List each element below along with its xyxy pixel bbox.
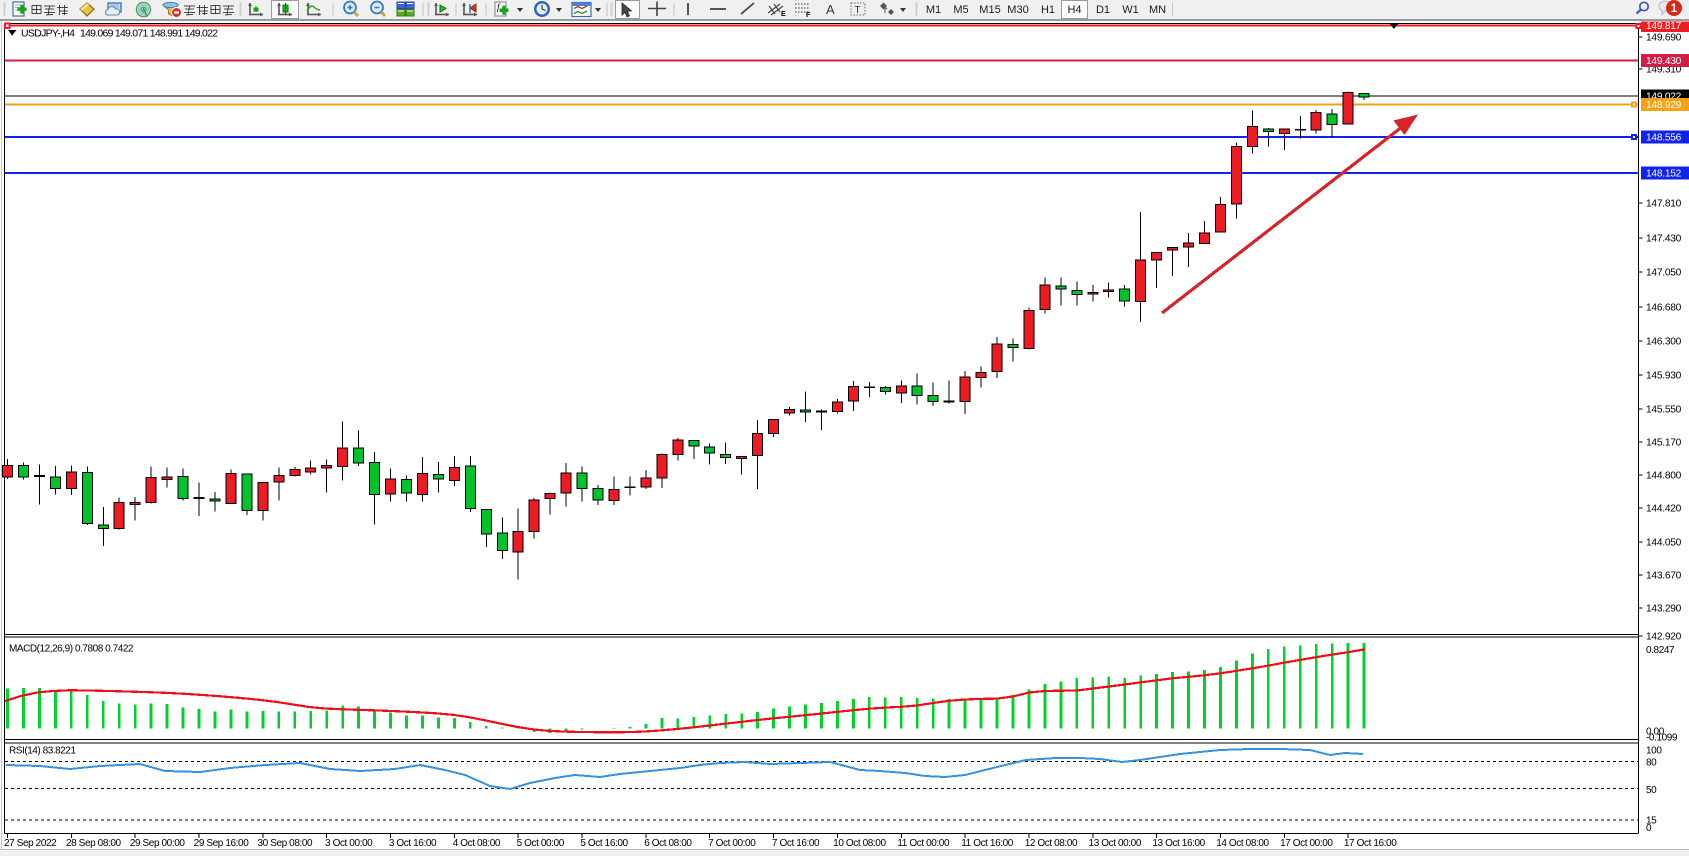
svg-text:145.550: 145.550 — [1646, 405, 1682, 416]
svg-text:148.929: 148.929 — [1646, 100, 1682, 111]
svg-text:D1: D1 — [1096, 4, 1110, 16]
svg-text:144.050: 144.050 — [1646, 538, 1682, 549]
svg-text:27 Sep 2022: 27 Sep 2022 — [4, 838, 57, 849]
svg-text:147.430: 147.430 — [1646, 234, 1682, 245]
svg-text:7 Oct 00:00: 7 Oct 00:00 — [708, 838, 756, 849]
svg-text:17 Oct 00:00: 17 Oct 00:00 — [1280, 838, 1333, 849]
svg-text:30 Sep 08:00: 30 Sep 08:00 — [258, 838, 314, 849]
svg-text:0.00: 0.00 — [1646, 727, 1665, 738]
svg-text:W1: W1 — [1122, 4, 1139, 16]
svg-text:M1: M1 — [926, 4, 941, 16]
svg-text:4 Oct 08:00: 4 Oct 08:00 — [453, 838, 501, 849]
svg-text:15: 15 — [1646, 816, 1657, 827]
svg-text:148.152: 148.152 — [1646, 169, 1682, 180]
svg-text:147.810: 147.810 — [1646, 199, 1682, 210]
svg-text:12 Oct 08:00: 12 Oct 08:00 — [1025, 838, 1078, 849]
svg-text:-0.1099: -0.1099 — [1646, 733, 1678, 744]
svg-text:T: T — [855, 5, 861, 16]
svg-text:5 Oct 00:00: 5 Oct 00:00 — [517, 838, 565, 849]
svg-text:H4: H4 — [1067, 4, 1081, 16]
svg-text:6 Oct 08:00: 6 Oct 08:00 — [644, 838, 692, 849]
svg-text:3 Oct 00:00: 3 Oct 00:00 — [325, 838, 373, 849]
svg-text:50: 50 — [1646, 785, 1657, 796]
svg-text:29 Sep 16:00: 29 Sep 16:00 — [194, 838, 250, 849]
svg-text:14 Oct 08:00: 14 Oct 08:00 — [1216, 838, 1269, 849]
svg-text:100: 100 — [1646, 746, 1662, 757]
svg-text:144.800: 144.800 — [1646, 471, 1682, 482]
svg-text:A: A — [826, 2, 835, 17]
svg-text:10 Oct 08:00: 10 Oct 08:00 — [833, 838, 886, 849]
svg-text:F: F — [806, 12, 811, 19]
svg-text:M30: M30 — [1007, 4, 1028, 16]
svg-text:149.022: 149.022 — [1646, 92, 1682, 103]
svg-text:0.8247: 0.8247 — [1646, 645, 1675, 656]
svg-text:146.300: 146.300 — [1646, 337, 1682, 348]
svg-text:142.920: 142.920 — [1646, 632, 1682, 643]
svg-text:MN: MN — [1149, 4, 1166, 16]
svg-text:11 Oct 00:00: 11 Oct 00:00 — [897, 838, 950, 849]
svg-text:145.930: 145.930 — [1646, 371, 1682, 382]
svg-text:MACD(12,26,9) 0.7808 0.7422: MACD(12,26,9) 0.7808 0.7422 — [9, 644, 134, 655]
svg-text:11 Oct 16:00: 11 Oct 16:00 — [961, 838, 1014, 849]
svg-text:17 Oct 16:00: 17 Oct 16:00 — [1344, 838, 1397, 849]
svg-text:144.420: 144.420 — [1646, 504, 1682, 515]
svg-text:146.680: 146.680 — [1646, 303, 1682, 314]
svg-text:149.310: 149.310 — [1646, 65, 1682, 76]
svg-text:13 Oct 16:00: 13 Oct 16:00 — [1152, 838, 1205, 849]
svg-text:13 Oct 00:00: 13 Oct 00:00 — [1089, 838, 1142, 849]
svg-text:0: 0 — [1646, 823, 1652, 834]
svg-text:148.556: 148.556 — [1646, 133, 1682, 144]
svg-text:29 Sep 00:00: 29 Sep 00:00 — [130, 838, 186, 849]
svg-text:H1: H1 — [1041, 4, 1055, 16]
svg-text:M5: M5 — [953, 4, 968, 16]
svg-text:147.050: 147.050 — [1646, 268, 1682, 279]
svg-text:149.430: 149.430 — [1646, 56, 1682, 67]
svg-text:7 Oct 16:00: 7 Oct 16:00 — [772, 838, 820, 849]
svg-text:149.817: 149.817 — [1646, 21, 1682, 32]
svg-text:E: E — [781, 11, 786, 18]
svg-text:RSI(14) 83.8221: RSI(14) 83.8221 — [9, 746, 77, 757]
svg-text:149.069 149.071 148.991 149.02: 149.069 149.071 148.991 149.022 — [80, 28, 218, 40]
svg-text:143.290: 143.290 — [1646, 604, 1682, 615]
svg-text:80: 80 — [1646, 758, 1657, 769]
svg-text:149.690: 149.690 — [1646, 33, 1682, 44]
svg-text:1: 1 — [1671, 3, 1678, 15]
svg-text:5 Oct 16:00: 5 Oct 16:00 — [580, 838, 628, 849]
svg-text:M15: M15 — [979, 4, 1000, 16]
svg-text:28 Sep 08:00: 28 Sep 08:00 — [66, 838, 122, 849]
svg-text:3 Oct 16:00: 3 Oct 16:00 — [389, 838, 437, 849]
svg-text:f: f — [497, 2, 501, 12]
svg-text:USDJPY-,H4: USDJPY-,H4 — [21, 28, 75, 40]
svg-text:145.170: 145.170 — [1646, 438, 1682, 449]
svg-text:143.670: 143.670 — [1646, 571, 1682, 582]
